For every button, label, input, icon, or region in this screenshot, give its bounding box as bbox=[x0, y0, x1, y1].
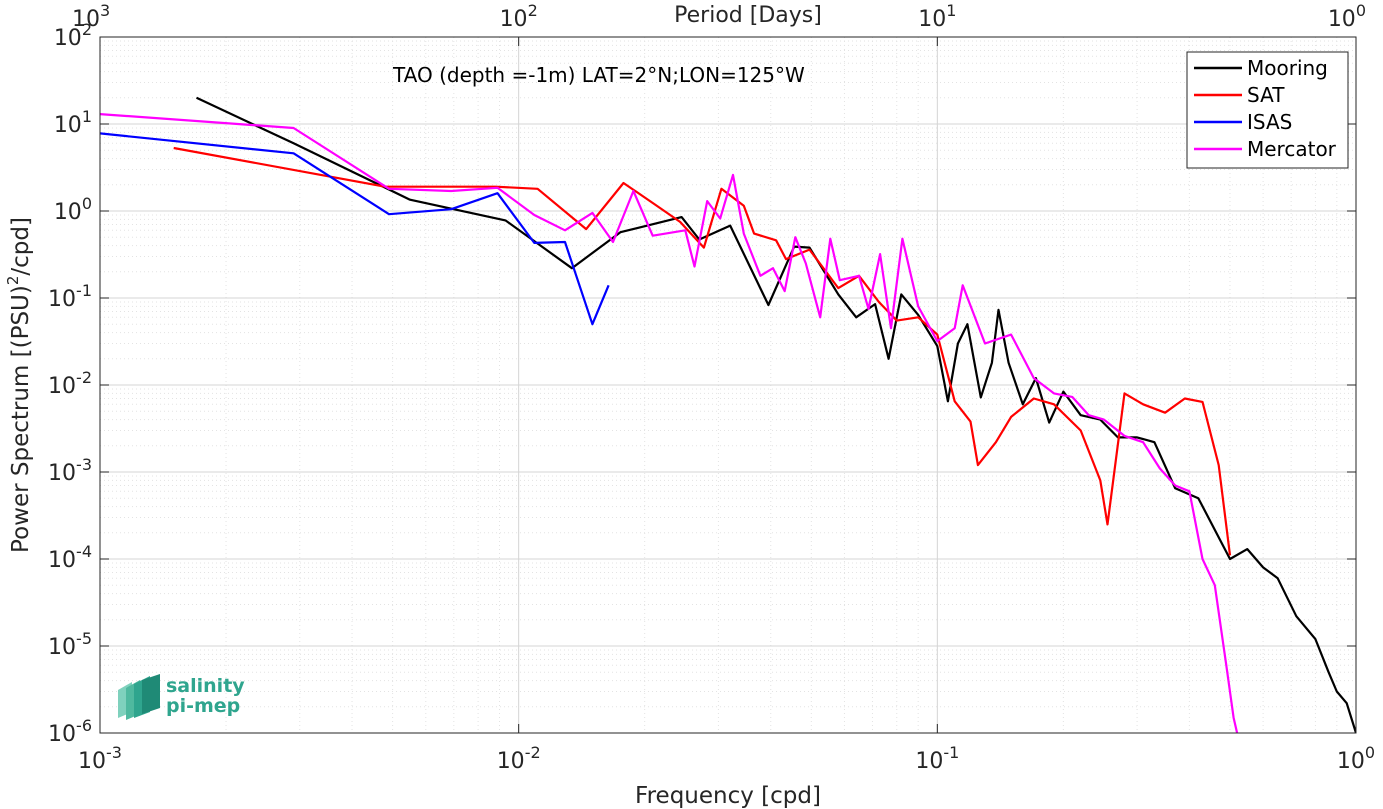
y-tick-label: 10-4 bbox=[48, 542, 92, 573]
y-axis-label-sup: 2 bbox=[4, 276, 22, 286]
top-tick-label: 100 bbox=[1328, 1, 1366, 32]
y-tick-label: 10-3 bbox=[48, 455, 92, 486]
series-line-sat bbox=[173, 146, 1232, 556]
tick-marks bbox=[99, 36, 1357, 734]
legend-label-mercator: Mercator bbox=[1247, 137, 1337, 161]
top-tick-label: 102 bbox=[500, 1, 538, 32]
legend: Mooring SAT ISAS Mercator bbox=[1186, 51, 1349, 169]
top-tick-label: 103 bbox=[72, 1, 110, 32]
x-tick-label: 10-1 bbox=[915, 743, 959, 774]
y-axis-label: Power Spectrum [(PSU)2/cpd] bbox=[4, 217, 34, 553]
y-axis-label-tail: /cpd] bbox=[8, 217, 34, 276]
y-tick-label: 10-5 bbox=[48, 629, 92, 660]
top-tick-label: 101 bbox=[918, 1, 956, 32]
legend-label-sat: SAT bbox=[1247, 83, 1285, 107]
y-tick-label: 100 bbox=[54, 194, 92, 225]
y-tick-label: 102 bbox=[54, 20, 92, 51]
x-tick-label: 10-3 bbox=[78, 743, 122, 774]
y-tick-label: 10-2 bbox=[48, 368, 92, 399]
x-tick-label: 10-2 bbox=[497, 743, 541, 774]
y-tick-label: 101 bbox=[54, 107, 92, 138]
series-line-isas bbox=[100, 132, 610, 326]
series-line-mercator bbox=[100, 113, 1239, 733]
chart-title: TAO (depth =-1m) LAT=2°N;LON=125°W bbox=[392, 63, 805, 87]
logo-text-line1: salinity bbox=[166, 675, 245, 697]
y-tick-label: 10-6 bbox=[48, 716, 92, 747]
y-tick-label: 10-1 bbox=[48, 281, 92, 312]
x-tick-label: 100 bbox=[1337, 743, 1375, 774]
series-line-mooring bbox=[196, 96, 1356, 733]
series-layer bbox=[100, 96, 1356, 733]
legend-label-mooring: Mooring bbox=[1247, 56, 1328, 80]
top-axis-label: Period [Days] bbox=[674, 3, 822, 28]
logo-text-line2: pi-mep bbox=[166, 695, 240, 717]
logo-mark-icon bbox=[118, 674, 160, 720]
x-axis-label: Frequency [cpd] bbox=[635, 783, 821, 809]
salinity-pi-mep-logo: salinity pi-mep bbox=[118, 674, 245, 720]
legend-label-isas: ISAS bbox=[1247, 110, 1292, 134]
y-axis-label-main: Power Spectrum [(PSU) bbox=[8, 285, 34, 553]
